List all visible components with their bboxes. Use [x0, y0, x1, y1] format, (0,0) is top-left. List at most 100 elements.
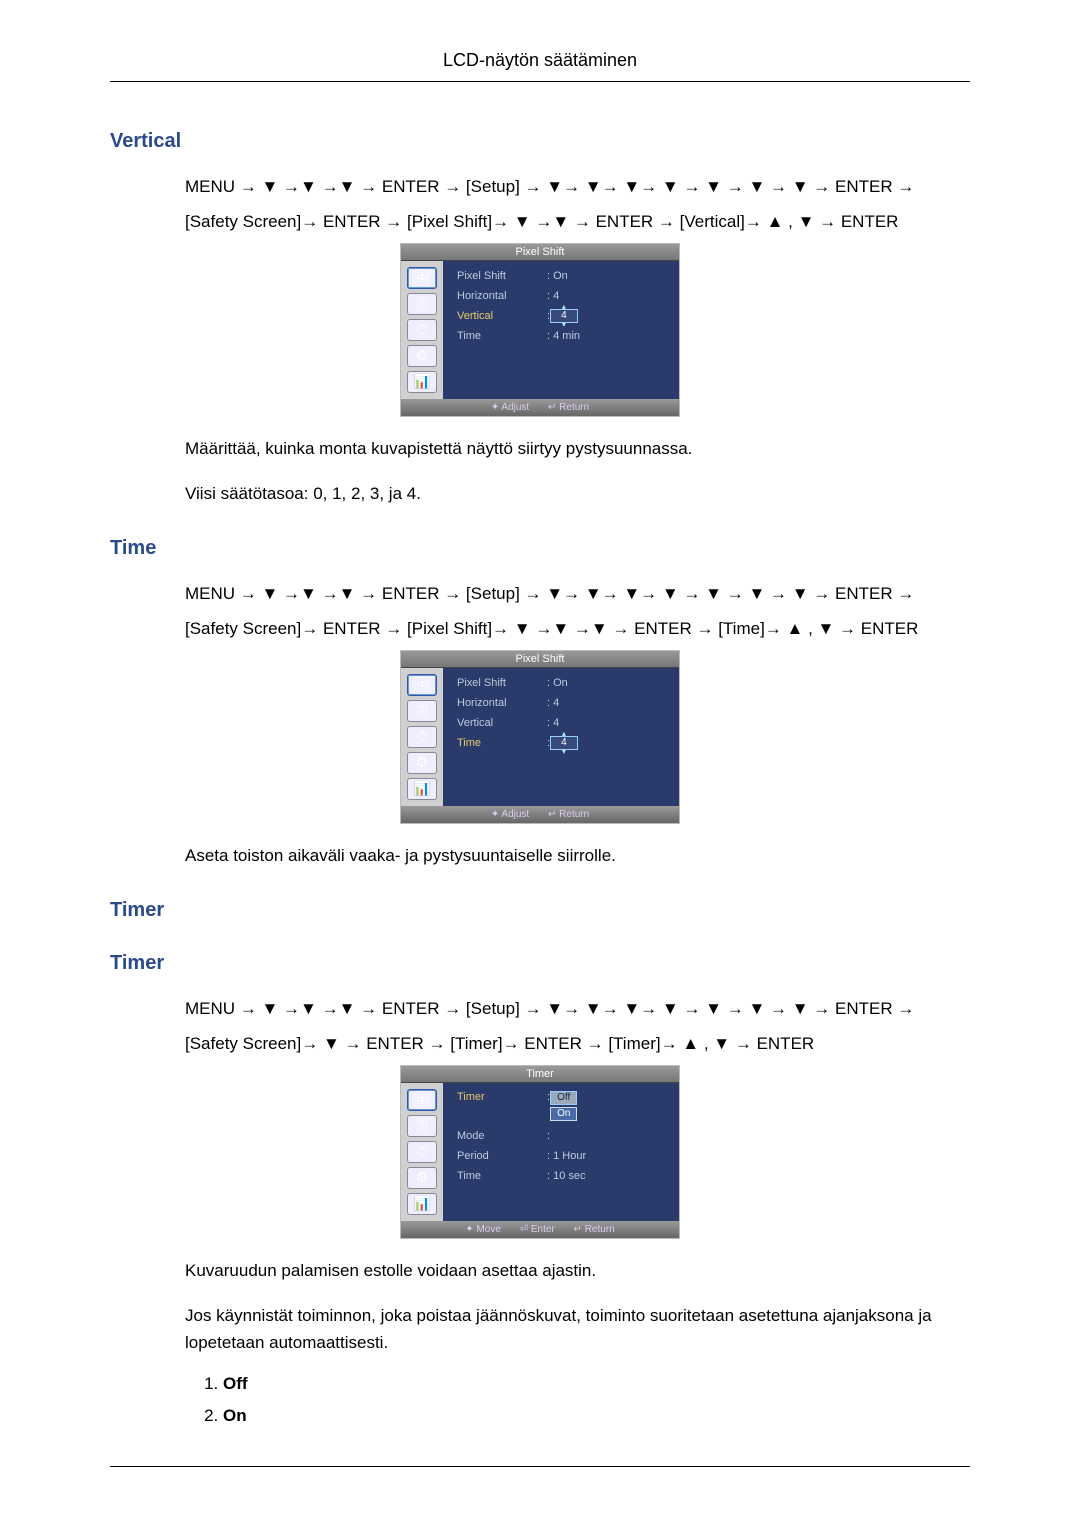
osd-label-period: Period: [457, 1150, 547, 1162]
osd-icon-4[interactable]: ⚙: [407, 1167, 437, 1189]
osd-value: : On: [547, 270, 568, 282]
nav-path-time-2: [Safety Screen]→ ENTER → [Pixel Shift]→ …: [185, 615, 970, 644]
osd-sidebar-icons: 🖼 🎚 ⏱ ⚙ 📊: [401, 668, 443, 806]
timer-desc2: Jos käynnistät toiminnon, joka poistaa j…: [185, 1302, 970, 1356]
osd-icon-1[interactable]: 🖼: [407, 267, 437, 289]
osd-label: Pixel Shift: [457, 677, 547, 689]
osd-footer: ✦ Adjust ↵ Return: [401, 399, 679, 416]
osd-rows: Pixel Shift : On Horizontal : 4 Vertical…: [443, 668, 679, 806]
osd-title: Pixel Shift: [401, 244, 679, 261]
osd-value: : On: [547, 677, 568, 689]
osd-footer-enter: ⏎ Enter: [520, 1224, 555, 1235]
vertical-desc2: Viisi säätötasoa: 0, 1, 2, 3, ja 4.: [185, 480, 970, 507]
nav-path-timer-1: MENU → ▼ →▼ →▼ → ENTER → [Setup] → ▼→ ▼→…: [185, 995, 970, 1024]
osd-sidebar-icons: 🖼 🎚 ⏱ ⚙ 📊: [401, 1083, 443, 1221]
osd-value: : 4: [547, 717, 559, 729]
osd-option-on[interactable]: On: [550, 1107, 577, 1121]
osd-label: Vertical: [457, 310, 547, 322]
osd-title: Timer: [401, 1066, 679, 1083]
timer-options-list: Off On: [205, 1374, 970, 1426]
osd-value-time: : 10 sec: [547, 1170, 586, 1182]
osd-footer-return: ↵ Return: [574, 1224, 615, 1235]
osd-time: Pixel Shift 🖼 🎚 ⏱ ⚙ 📊 Pixel Shift : On H…: [400, 650, 680, 824]
osd-label: Time: [457, 330, 547, 342]
osd-footer: ✦ Adjust ↵ Return: [401, 806, 679, 823]
osd-row: Time : 4: [457, 736, 669, 750]
osd-row: Pixel Shift : On: [457, 676, 669, 690]
nav-path-vertical-1: MENU → ▼ →▼ →▼ → ENTER → [Setup] → ▼→ ▼→…: [185, 173, 970, 202]
osd-row: Horizontal : 4: [457, 696, 669, 710]
osd-title: Pixel Shift: [401, 651, 679, 668]
osd-value: : 4: [547, 290, 559, 302]
osd-label: Horizontal: [457, 697, 547, 709]
osd-icon-3[interactable]: ⏱: [407, 726, 437, 748]
osd-row: Mode :: [457, 1129, 669, 1143]
nav-path-time-1: MENU → ▼ →▼ →▼ → ENTER → [Setup] → ▼→ ▼→…: [185, 580, 970, 609]
osd-icon-3[interactable]: ⏱: [407, 1141, 437, 1163]
nav-path-timer-2: [Safety Screen]→ ▼ → ENTER → [Timer]→ EN…: [185, 1030, 970, 1059]
osd-body: 🖼 🎚 ⏱ ⚙ 📊 Pixel Shift : On Horizontal : …: [401, 261, 679, 399]
osd-icon-5[interactable]: 📊: [407, 778, 437, 800]
osd-footer-adjust: ✦ Adjust: [491, 402, 529, 413]
osd-rows: Timer : Off On Mode : Period : 1 Hour T: [443, 1083, 679, 1221]
section-title-timer1: Timer: [110, 899, 970, 922]
section-title-timer2: Timer: [110, 952, 970, 975]
osd-icon-2[interactable]: 🎚: [407, 293, 437, 315]
osd-label: Time: [457, 737, 547, 749]
osd-time-wrap: Pixel Shift 🖼 🎚 ⏱ ⚙ 📊 Pixel Shift : On H…: [110, 650, 970, 824]
osd-value: :: [547, 1130, 550, 1142]
page-header: LCD-näytön säätäminen: [110, 50, 970, 82]
osd-value: : 4: [547, 697, 559, 709]
osd-row: Vertical : 4: [457, 309, 669, 323]
osd-vertical-wrap: Pixel Shift 🖼 🎚 ⏱ ⚙ 📊 Pixel Shift : On H…: [110, 243, 970, 417]
osd-footer-adjust: ✦ Adjust: [491, 809, 529, 820]
osd-icon-5[interactable]: 📊: [407, 371, 437, 393]
osd-row: Pixel Shift : On: [457, 269, 669, 283]
list-item: Off: [223, 1374, 970, 1394]
osd-footer-return: ↵ Return: [548, 402, 589, 413]
osd-icon-4[interactable]: ⚙: [407, 752, 437, 774]
osd-row: Timer : Off On: [457, 1091, 669, 1123]
osd-icon-4[interactable]: ⚙: [407, 345, 437, 367]
osd-timer-wrap: Timer 🖼 🎚 ⏱ ⚙ 📊 Timer : Off On: [110, 1065, 970, 1239]
vertical-desc1: Määrittää, kuinka monta kuvapistettä näy…: [185, 435, 970, 462]
osd-icon-2[interactable]: 🎚: [407, 700, 437, 722]
osd-label: Pixel Shift: [457, 270, 547, 282]
osd-label-time: Time: [457, 1170, 547, 1182]
osd-value-period: : 1 Hour: [547, 1150, 586, 1162]
osd-label: Vertical: [457, 717, 547, 729]
osd-footer-move: ✦ Move: [465, 1224, 501, 1235]
osd-icon-1[interactable]: 🖼: [407, 1089, 437, 1111]
osd-label-timer: Timer: [457, 1091, 547, 1103]
osd-sidebar-icons: 🖼 🎚 ⏱ ⚙ 📊: [401, 261, 443, 399]
osd-label: Horizontal: [457, 290, 547, 302]
osd-icon-5[interactable]: 📊: [407, 1193, 437, 1215]
list-item: On: [223, 1406, 970, 1426]
section-title-vertical: Vertical: [110, 130, 970, 153]
osd-footer: ✦ Move ⏎ Enter ↵ Return: [401, 1221, 679, 1238]
osd-rows: Pixel Shift : On Horizontal : 4 Vertical…: [443, 261, 679, 399]
osd-row: Time : 10 sec: [457, 1169, 669, 1183]
osd-footer-return: ↵ Return: [548, 809, 589, 820]
nav-path-vertical-2: [Safety Screen]→ ENTER → [Pixel Shift]→ …: [185, 208, 970, 237]
osd-value: : 4 min: [547, 330, 580, 342]
footer-rule: [110, 1466, 970, 1467]
osd-body: 🖼 🎚 ⏱ ⚙ 📊 Pixel Shift : On Horizontal : …: [401, 668, 679, 806]
osd-label-mode: Mode: [457, 1130, 547, 1142]
osd-row: Period : 1 Hour: [457, 1149, 669, 1163]
list-item-on: On: [223, 1406, 247, 1425]
time-desc1: Aseta toiston aikaväli vaaka- ja pystysu…: [185, 842, 970, 869]
osd-icon-3[interactable]: ⏱: [407, 319, 437, 341]
osd-row: Time : 4 min: [457, 329, 669, 343]
osd-vertical: Pixel Shift 🖼 🎚 ⏱ ⚙ 📊 Pixel Shift : On H…: [400, 243, 680, 417]
osd-body: 🖼 🎚 ⏱ ⚙ 📊 Timer : Off On Mode :: [401, 1083, 679, 1221]
osd-icon-2[interactable]: 🎚: [407, 1115, 437, 1137]
osd-icon-1[interactable]: 🖼: [407, 674, 437, 696]
osd-option-off[interactable]: Off: [550, 1091, 577, 1105]
section-title-time: Time: [110, 537, 970, 560]
list-item-off: Off: [223, 1374, 248, 1393]
osd-value-spinner[interactable]: 4: [550, 736, 578, 750]
osd-value-spinner[interactable]: 4: [550, 309, 578, 323]
timer-desc1: Kuvaruudun palamisen estolle voidaan ase…: [185, 1257, 970, 1284]
osd-timer: Timer 🖼 🎚 ⏱ ⚙ 📊 Timer : Off On: [400, 1065, 680, 1239]
